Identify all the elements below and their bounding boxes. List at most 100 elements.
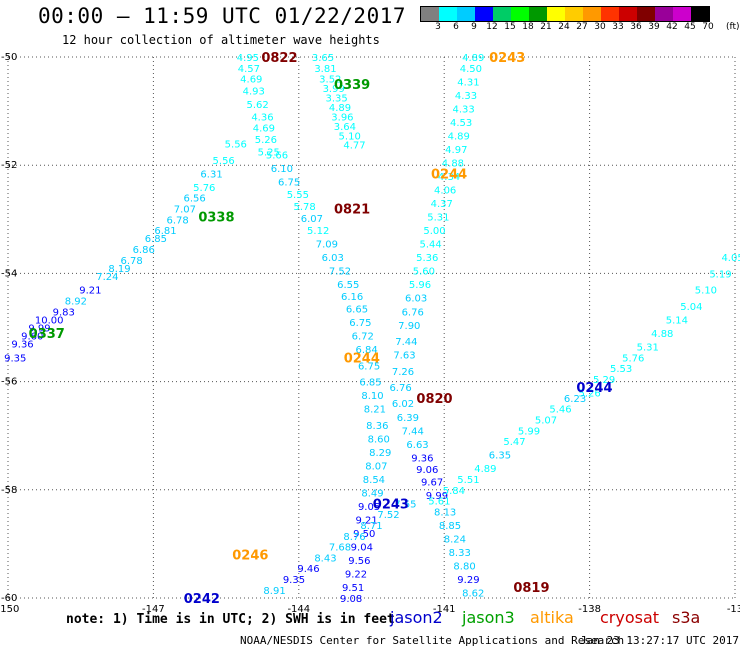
swh-value: 5.26 [578,388,600,399]
swh-value: 4.69 [253,123,275,134]
pass-time-label: 0244 [431,167,467,182]
colorbar-label: 27 [576,22,588,32]
swh-value: 7.68 [329,543,351,554]
swh-value: 5.61 [428,497,450,508]
swh-value: 8.29 [369,448,391,459]
colorbar-label: 15 [504,22,516,32]
colorbar-unit: (ft) [726,22,740,32]
colorbar-swatch [637,7,655,21]
colorbar-swatch [619,7,637,21]
swh-value: 8.76 [343,532,365,543]
swh-value: 5.26 [255,135,277,146]
y-tick-label: -56 [1,377,17,388]
pass-time-label: 0243 [489,51,525,66]
x-tick-label: -141 [433,604,456,615]
pass-time-label: 0819 [513,581,549,596]
swh-value: 5.51 [457,475,479,486]
colorbar-swatch [511,7,529,21]
swh-value: 9.29 [457,575,479,586]
swh-value: 4.33 [452,104,474,115]
y-tick-label: -52 [1,160,17,171]
swh-value: 9.21 [79,286,101,297]
swh-value: 5.31 [427,213,449,224]
swh-value: 9.67 [421,478,443,489]
colorbar-label: 39 [648,22,660,32]
swh-value: 4.89 [448,131,470,142]
swh-value: 6.16 [341,292,363,303]
pass-time-label: 0243 [373,497,409,512]
swh-value: 5.10 [339,131,361,142]
swh-value: 8.85 [439,521,461,532]
swh-value: 5.56 [213,156,235,167]
swh-value: 6.03 [322,253,344,264]
swh-value: 4.97 [445,145,467,156]
swh-value: 8.43 [314,553,336,564]
colorbar-swatch [583,7,601,21]
swh-value: 6.86 [133,245,155,256]
swh-value: 5.10 [695,286,717,297]
swh-value: 6.85 [359,378,381,389]
swh-value: 6.63 [406,440,428,451]
swh-value: 5.44 [419,240,441,251]
swh-value: 6.81 [154,226,176,237]
colorbar-swatch [601,7,619,21]
legend-s3a: s3a [672,608,701,627]
colorbar-label: 36 [630,22,642,32]
chart-title: 00:00 – 11:59 UTC 01/22/2017 [38,4,407,28]
colorbar [420,6,710,22]
swh-value: 9.56 [348,556,370,567]
swh-value: 5.53 [610,364,632,375]
colorbar-label: 18 [522,22,534,32]
swh-value: 6.78 [120,256,142,267]
swh-value: 5.14 [666,315,688,326]
x-tick-label: -147 [142,604,165,615]
swh-value: 4.05 [721,253,740,264]
swh-value: 5.36 [416,253,438,264]
swh-value: 7.44 [402,426,424,437]
swh-value: 8.33 [449,548,471,559]
swh-value: 6.78 [167,215,189,226]
swh-value: 4.06 [434,186,456,197]
swh-value: 7.55 [394,499,416,510]
colorbar-swatch [475,7,493,21]
x-tick-label: -138 [578,604,601,615]
swh-value: 6.75 [278,177,300,188]
swh-value: 8.21 [364,405,386,416]
swh-value: 7.90 [398,321,420,332]
swh-value: 9.35 [4,353,26,364]
swh-value: 7.26 [392,367,414,378]
swh-value: 8.60 [368,434,390,445]
swh-value: 4.89 [462,53,484,64]
pass-time-label: 0246 [232,549,268,564]
colorbar-label: 12 [486,22,498,32]
swh-value: 4.88 [651,329,673,340]
y-tick-label: -54 [1,268,17,279]
swh-value: 6.31 [200,169,222,180]
swh-value: 7.09 [316,240,338,251]
swh-value: 9.50 [353,529,375,540]
pass-time-label: 0339 [334,78,370,93]
swh-value: 5.56 [225,140,247,151]
swh-value: 4.69 [240,75,262,86]
swh-value: 8.13 [434,507,456,518]
swh-value: 9.99 [28,324,50,335]
swh-value: 5.84 [443,486,465,497]
swh-value: 5.62 [246,100,268,111]
swh-value: 8.62 [462,589,484,600]
swh-value: 6.76 [402,307,424,318]
pass-time-label: 0820 [416,392,452,407]
swh-value: 3.52 [319,75,341,86]
swh-value: 8.10 [361,391,383,402]
swh-value: 6.02 [392,399,414,410]
swh-value: 4.34 [438,172,460,183]
swh-value: 5.47 [503,437,525,448]
swh-value: 4.37 [431,199,453,210]
colorbar-swatch [439,7,457,21]
swh-value: 7.24 [96,272,118,283]
swh-value: 8.36 [366,421,388,432]
swh-value: 9.83 [53,307,75,318]
colorbar-swatch [493,7,511,21]
swh-value: 4.89 [474,464,496,475]
swh-value: 8.80 [453,562,475,573]
